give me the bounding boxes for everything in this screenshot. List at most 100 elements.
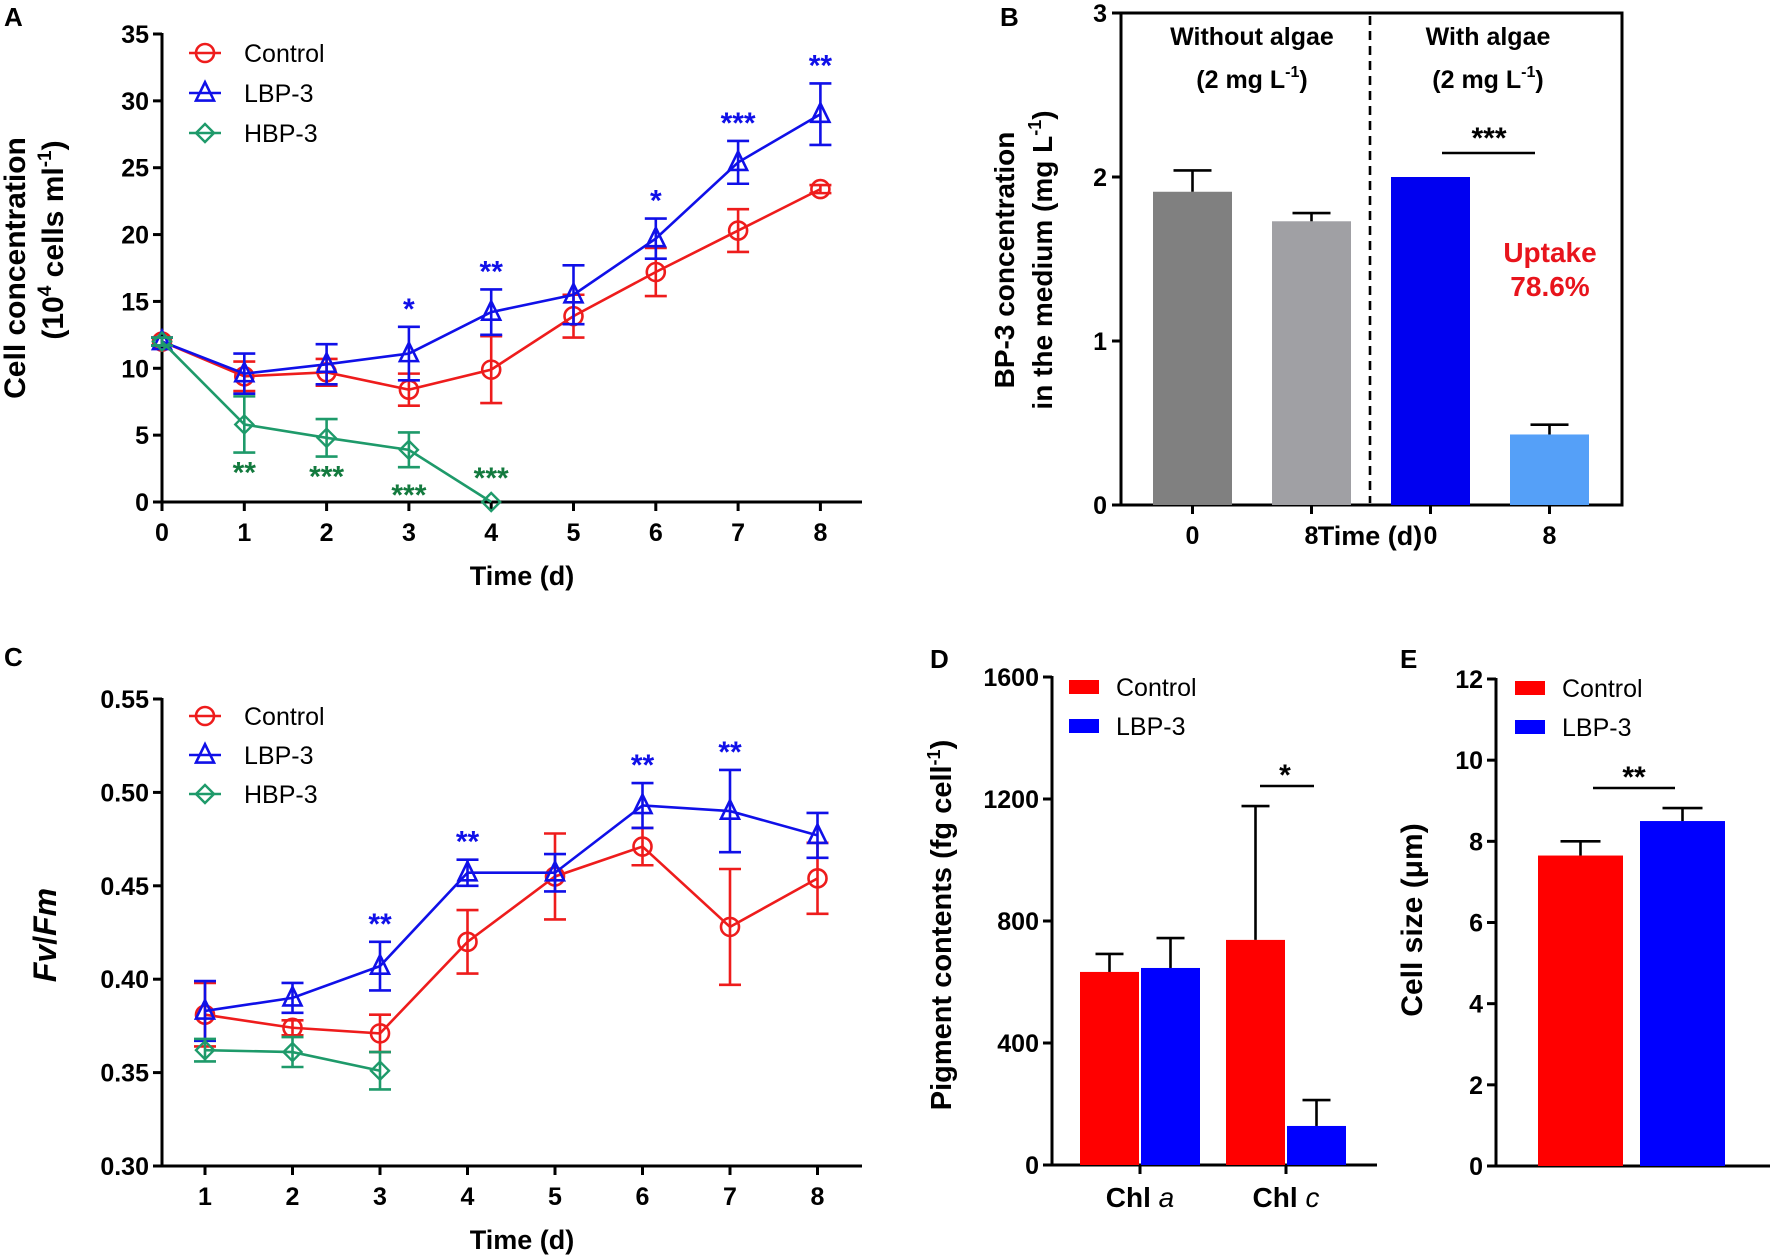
legend-label: LBP-3 [244,80,313,108]
series-hbp-3: ** ********* [151,330,509,513]
y-tick-label: 20 [121,222,149,250]
y-tick-label: 5 [135,422,149,450]
y-tick-label: 0.50 [100,779,149,807]
y-tick-label: 0.30 [100,1153,149,1181]
x-tick-label: 1 [237,519,251,547]
x-tick-label: 0 [1424,522,1438,550]
y-axis-title-line1: BP-3 concentration [989,132,1020,389]
series-control [194,826,829,1054]
legend: Control LBP-3 HBP-3 [189,40,325,148]
y-tick-label: 0.45 [100,873,149,901]
significance-label: *** [721,107,756,140]
y-tick-label: 0.35 [100,1060,149,1088]
data-point [727,148,750,172]
y-tick-label: 2 [1469,1072,1483,1100]
bar [1391,177,1470,505]
legend-item-hbp-3: HBP-3 [189,781,318,809]
x-tick-label: 8 [813,519,827,547]
group-title: With algae [1426,23,1551,51]
group-subtitle: (2 mg L-1) [1432,64,1543,94]
data-point [457,931,478,953]
y-tick-label: 30 [121,88,149,116]
legend-swatch [1069,680,1099,694]
x-tick-label: 7 [723,1183,737,1211]
y-tick-label: 800 [997,908,1039,936]
y-tick-label: 25 [121,155,149,183]
y-tick-label: 2 [1093,164,1107,192]
y-axis-title: Pigment contents (fg cell-1) [924,740,958,1111]
data-point [281,1041,304,1063]
data-point [807,868,828,889]
y-tick-label: 0 [135,489,149,517]
legend-marker [194,42,216,64]
y-tick-label: 6 [1469,910,1483,938]
x-axis-title: Time (d) [470,561,575,591]
y-tick-label: 35 [121,21,149,49]
legend-label: HBP-3 [244,781,318,809]
x-tick-label: 8 [1543,522,1557,550]
bar-control [1538,855,1623,1166]
data-point [281,984,304,1007]
legend-item-control: Control [189,40,325,68]
data-point [631,791,654,815]
data-point [398,439,420,461]
data-point [233,359,256,383]
uptake-value: 78.6% [1510,271,1589,302]
legend-marker [194,705,216,727]
x-tick-label: 5 [567,519,581,547]
significance-label: ** [368,908,392,941]
data-point [480,298,503,321]
significance-label: * [650,185,662,218]
y-tick-label: 10 [121,355,149,383]
y-tick-label: 400 [997,1030,1039,1058]
significance-label: * [403,293,415,326]
group-subtitle: (2 mg L-1) [1196,64,1307,94]
significance-label: *** [1471,122,1506,155]
significance-label: ** [456,826,480,859]
series-lbp-3: ** ** ** ** [193,736,829,1043]
data-point [315,427,338,449]
significance-label: *** [391,479,426,512]
data-point [727,220,749,241]
panel-e-cell-size-chart: 0 2 4 6 8 10 12 Control LBP-3 ** Cell size (μm) [1396,666,1770,1181]
panel-c-fvfm-chart: 0.30 0.35 0.40 0.45 0.50 0.55 1 2 3 4 5 6 7 8 Time (d)… [27,686,862,1255]
x-tick-label: 0 [155,519,169,547]
legend-item-lbp-3: LBP-3 [189,79,313,108]
uptake-label: Uptake [1503,237,1596,268]
data-point [397,339,420,363]
x-tick-label: 1 [198,1183,212,1211]
bar [1272,221,1351,505]
significance-label: ** [631,749,655,782]
legend-label: Control [244,703,325,731]
x-tick-label: 4 [461,1183,475,1211]
panel-d-pigment-chart: 0 400 800 1200 1600 Chl a Chl c * Control LBP-3 Pi… [924,664,1377,1213]
x-axis-title: Time (d) [1318,521,1423,551]
y-axis-title: Cell size (μm) [1396,823,1429,1016]
y-tick-label: 0 [1025,1152,1039,1180]
y-tick-label: 4 [1469,991,1483,1019]
data-point [644,224,667,248]
x-tick-label: 2 [286,1183,300,1211]
x-tick-label: 6 [636,1183,650,1211]
y-tick-label: 0.40 [100,966,149,994]
data-point [480,359,502,380]
data-point [194,1039,216,1061]
bar-lbp-3 [1640,821,1725,1166]
y-tick-label: 12 [1455,666,1483,694]
y-tick-label: 1 [1093,328,1107,356]
bar-lbp-3 [1287,1125,1346,1165]
significance-label: ** [233,457,257,490]
data-point [369,1023,391,1044]
panel-b-bp3-concentration-chart: 0 1 2 3 0 8 0 8 Without algae (2 mg L-1) With alga… [989,0,1624,551]
data-point [645,261,667,283]
group-title: Without algae [1170,23,1334,51]
bar [1153,191,1232,505]
series-line [204,845,819,1035]
legend-item-hbp-3: HBP-3 [189,120,318,148]
significance-label: *** [309,461,344,494]
data-point [193,997,217,1020]
legend-marker [194,783,216,805]
y-tick-label: 1600 [983,664,1039,692]
